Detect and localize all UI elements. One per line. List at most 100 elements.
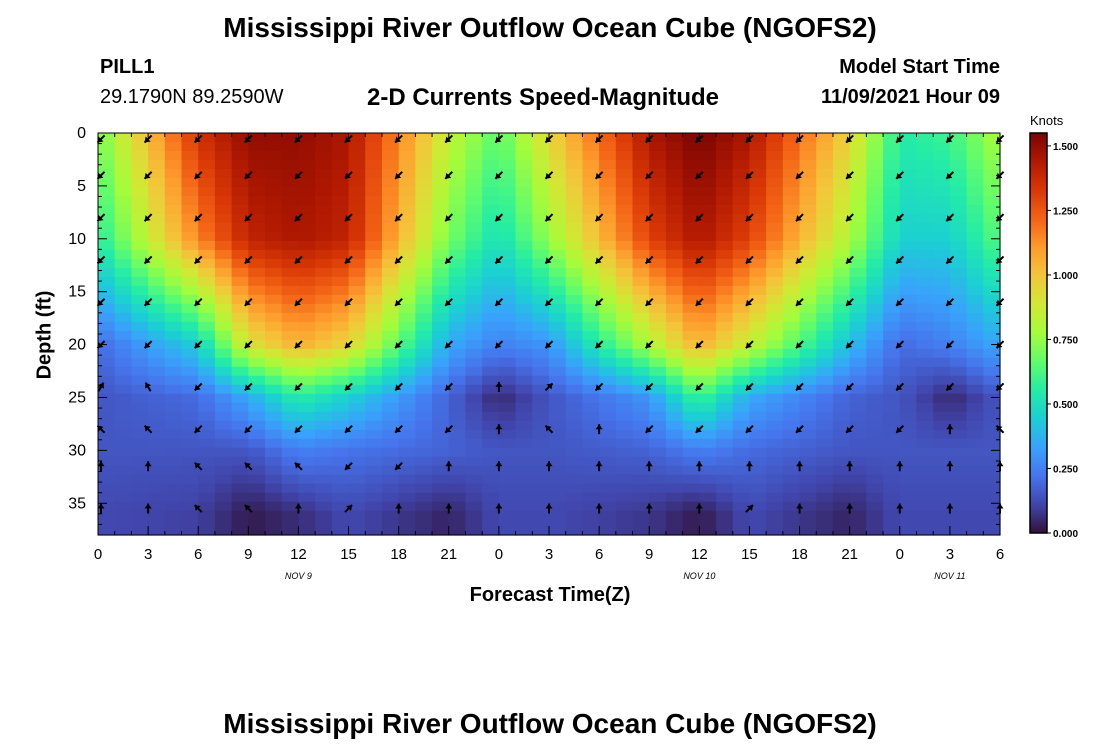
heatmap-cell [949, 402, 968, 413]
heatmap-cell [198, 222, 216, 233]
heatmap-cell [448, 267, 467, 278]
heatmap-cell [498, 519, 517, 530]
heatmap-cell [649, 393, 667, 404]
heatmap-cell [766, 177, 784, 188]
heatmap-cell [365, 276, 383, 287]
heatmap-cell [749, 303, 767, 314]
heatmap-cell [281, 330, 300, 341]
heatmap-cell [699, 330, 717, 341]
heatmap-cell [482, 465, 500, 476]
heatmap-cell [181, 204, 199, 215]
heatmap-cell [181, 384, 199, 395]
heatmap-cell [949, 276, 968, 287]
heatmap-cell [766, 150, 784, 161]
heatmap-cell [432, 474, 450, 485]
heatmap-cell [315, 168, 333, 179]
heatmap-cell [983, 150, 1001, 161]
heatmap-cell [331, 276, 350, 287]
heatmap-cell [615, 294, 634, 305]
current-vector-arrow [895, 298, 905, 307]
heatmap-cell [298, 339, 316, 350]
heatmap-cell [599, 510, 617, 521]
heatmap-cell [832, 213, 851, 224]
heatmap-cell [482, 492, 500, 503]
heatmap-cell [214, 222, 233, 233]
heatmap-cell [348, 429, 366, 440]
heatmap-cell [565, 492, 584, 503]
heatmap-cell [649, 195, 667, 206]
heatmap-cell [365, 447, 383, 458]
current-vector-arrow [945, 255, 955, 265]
heatmap-cell [549, 276, 567, 287]
heatmap-cell [849, 204, 867, 215]
heatmap-cell [782, 240, 801, 251]
current-vector-arrow [344, 340, 353, 349]
heatmap-cell [164, 159, 183, 170]
heatmap-cell [866, 240, 884, 251]
heatmap-cell [949, 429, 968, 440]
heatmap-cell [883, 177, 901, 188]
heatmap-cell [983, 456, 1001, 467]
heatmap-cell [498, 393, 517, 404]
heatmap-cell [782, 159, 801, 170]
heatmap-cell [498, 384, 517, 395]
heatmap-cell [799, 447, 817, 458]
heatmap-cell [799, 240, 817, 251]
heatmap-cell [498, 213, 517, 224]
heatmap-cell [482, 222, 500, 233]
heatmap-cell [331, 375, 350, 386]
heatmap-cell [899, 267, 918, 278]
heatmap-cell [198, 141, 216, 152]
heatmap-cell [916, 393, 934, 404]
heatmap-cell [716, 159, 734, 170]
heatmap-cell [298, 474, 316, 485]
heatmap-cell [482, 133, 500, 143]
heatmap-cell [816, 330, 834, 341]
heatmap-cell [131, 438, 149, 449]
heatmap-cell [465, 267, 483, 278]
heatmap-cell [331, 258, 350, 269]
heatmap-cell [799, 366, 817, 377]
heatmap-cell [782, 429, 801, 440]
heatmap-cell [649, 213, 667, 224]
heatmap-cell [749, 267, 767, 278]
heatmap-cell [198, 501, 216, 512]
heatmap-cell [365, 474, 383, 485]
heatmap-cell [916, 168, 934, 179]
current-vector-arrow [745, 461, 753, 472]
heatmap-cell [966, 258, 984, 269]
heatmap-cell [766, 258, 784, 269]
heatmap-cell [649, 303, 667, 314]
heatmap-cell [632, 249, 650, 260]
heatmap-cell [498, 429, 517, 440]
heatmap-cell [866, 159, 884, 170]
current-vector-arrow [244, 340, 253, 349]
heatmap-cell [298, 510, 316, 521]
heatmap-cell [966, 330, 984, 341]
heatmap-cell [832, 402, 851, 413]
current-vector-arrow [695, 382, 704, 392]
heatmap-cell [398, 330, 416, 341]
heatmap-cell [866, 267, 884, 278]
heatmap-cell [649, 285, 667, 296]
heatmap-cell [148, 204, 166, 215]
heatmap-cell [131, 402, 149, 413]
current-vector-arrow [544, 255, 554, 265]
heatmap-cell [849, 249, 867, 260]
heatmap-cell [298, 285, 316, 296]
footer-title: Mississippi River Outflow Ocean Cube (NG… [223, 708, 877, 739]
heatmap-cell [615, 375, 634, 386]
heatmap-cell [749, 465, 767, 476]
heatmap-cell [315, 240, 333, 251]
current-vector-arrow [97, 461, 105, 472]
heatmap-cell [498, 249, 517, 260]
heatmap-cell [315, 348, 333, 359]
heatmap-cell [933, 501, 951, 512]
heatmap-cell [315, 195, 333, 206]
heatmap-cell [949, 348, 968, 359]
heatmap-cell [198, 510, 216, 521]
heatmap-cell [114, 321, 133, 332]
heatmap-cell [766, 510, 784, 521]
heatmap-cell [899, 474, 918, 485]
heatmap-cell [164, 501, 183, 512]
